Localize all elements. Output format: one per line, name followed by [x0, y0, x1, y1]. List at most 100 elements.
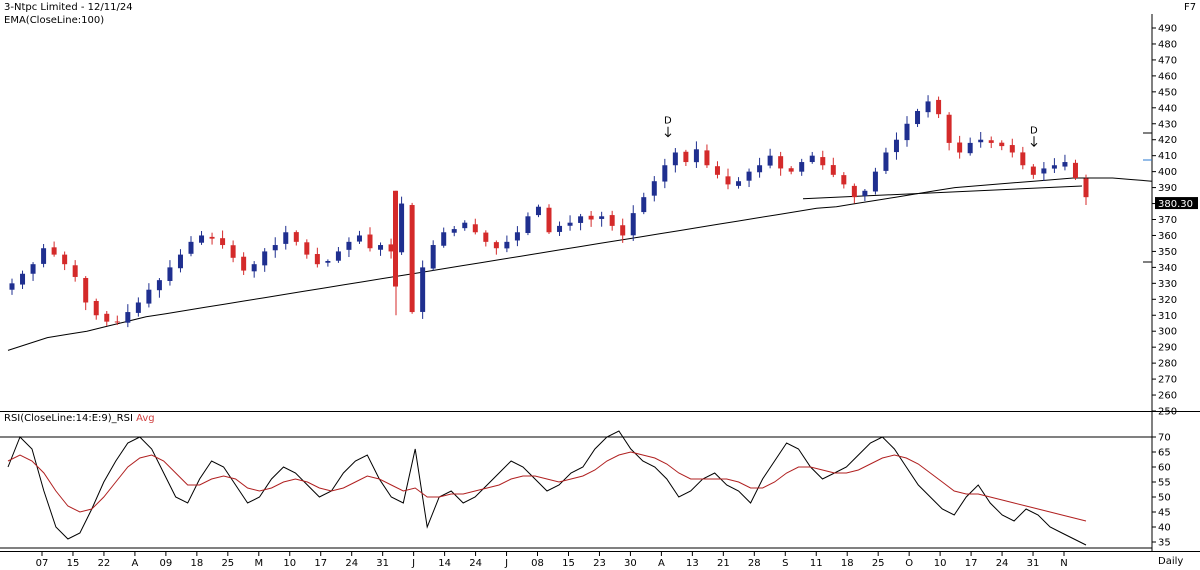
date-tick-label: 07: [36, 558, 49, 569]
date-tick-label: N: [1060, 558, 1067, 569]
candle-body: [514, 232, 520, 241]
candle-body: [788, 168, 794, 172]
candle-body: [683, 151, 689, 163]
candle-body: [567, 222, 573, 226]
date-tick-label: 17: [965, 558, 978, 569]
chart-frame: [0, 14, 1200, 552]
candle-body: [393, 190, 398, 287]
candle-body: [30, 264, 36, 274]
candle-body: [241, 256, 247, 271]
candle-body: [736, 181, 742, 186]
price-tick-label: 480: [1158, 39, 1177, 50]
date-tick-label: J: [411, 558, 415, 569]
date-tick-label: J: [504, 558, 508, 569]
candle-body: [1041, 168, 1047, 174]
date-tick-label: 28: [748, 558, 761, 569]
candle-body: [1020, 152, 1026, 166]
timeframe-label: Daily: [1158, 556, 1184, 567]
candle-body: [893, 139, 899, 153]
candle-body: [293, 232, 299, 242]
candle-body: [156, 280, 162, 291]
annotation-arrow: [664, 126, 672, 138]
candle-body: [872, 171, 878, 192]
rsi-tick-label: 70: [1158, 433, 1171, 444]
candle-body: [335, 251, 341, 261]
candle-body: [346, 241, 352, 250]
candle-body: [988, 140, 994, 143]
price-tick-label: 400: [1158, 167, 1177, 178]
rsi-tick-label: 35: [1158, 538, 1171, 549]
annotation-arrow: [1030, 136, 1038, 147]
candle-body: [9, 283, 15, 290]
candle-body: [314, 254, 320, 265]
candle-body: [504, 241, 510, 249]
candle-body: [1083, 178, 1089, 198]
ema-layer: [7, 177, 1153, 351]
date-tick-label: 25: [872, 558, 885, 569]
price-tick-label: 250: [1158, 407, 1177, 418]
candle-body: [630, 213, 636, 236]
candle-body: [599, 216, 605, 219]
price-tick-label: 420: [1158, 135, 1177, 146]
date-tick-label: 11: [810, 558, 823, 569]
candle-body: [704, 150, 710, 166]
candle-body: [820, 157, 826, 166]
last-price-box: [1155, 197, 1198, 210]
candle-body: [1062, 162, 1068, 167]
candle-body: [378, 245, 384, 250]
price-tick-label: 310: [1158, 311, 1177, 322]
annotation-label: D: [664, 116, 672, 127]
rsi-panel-title: RSI(CloseLine:14:E:9)_RSI Avg: [4, 413, 155, 425]
price-tick-label: 370: [1158, 215, 1177, 226]
candle-body: [493, 242, 499, 249]
function-key-label: F7: [1184, 2, 1197, 13]
candle-body: [967, 142, 973, 154]
date-tick-label: 18: [190, 558, 203, 569]
candle-body: [883, 152, 889, 171]
candle-body: [672, 152, 678, 166]
candle-body: [915, 110, 921, 125]
price-tick-label: 430: [1158, 119, 1177, 130]
date-tick-label: 31: [1027, 558, 1040, 569]
last-price-label: 380.30: [1158, 199, 1193, 210]
candle-body: [388, 244, 394, 252]
candle-body: [904, 123, 910, 141]
rsi-avg-line: [7, 451, 1087, 522]
price-tick-label: 450: [1158, 87, 1177, 98]
price-tick-label: 440: [1158, 103, 1177, 114]
date-tick-label: 13: [686, 558, 699, 569]
candle-body: [851, 185, 857, 198]
candle-body: [957, 142, 963, 153]
rsi-tick-label: 40: [1158, 523, 1171, 534]
price-tick-label: 300: [1158, 327, 1177, 338]
price-tick-label: 460: [1158, 71, 1177, 82]
candle-body: [420, 267, 426, 312]
candle-body: [725, 176, 731, 185]
candle-body: [462, 222, 468, 229]
date-tick-label: A: [131, 558, 138, 569]
candle-body: [609, 215, 615, 226]
candle-body: [778, 156, 784, 169]
price-tick-label: 410: [1158, 151, 1177, 162]
annotation-label: D: [1030, 125, 1038, 136]
candle-body: [841, 175, 847, 185]
candle-body: [41, 248, 47, 264]
candle-body: [451, 229, 457, 233]
candle-body: [51, 247, 57, 255]
date-tick-label: 23: [593, 558, 606, 569]
candle-body: [830, 165, 836, 175]
candle-body: [188, 241, 194, 254]
date-tick-label: A: [658, 558, 665, 569]
rsi-layer: 35 40 45 50 55 60 65 70: [0, 430, 1171, 549]
date-tick-label: 31: [376, 558, 389, 569]
candle-body: [757, 165, 763, 173]
candle-body: [441, 232, 447, 246]
rsi-tick-label: 55: [1158, 478, 1171, 489]
date-tick-label: 24: [996, 558, 1009, 569]
trend-line: [802, 185, 1083, 200]
candle-body: [767, 155, 773, 166]
date-tick-label: 10: [283, 558, 296, 569]
candle-body: [862, 190, 868, 197]
rsi-avg-label: Avg: [136, 413, 155, 424]
